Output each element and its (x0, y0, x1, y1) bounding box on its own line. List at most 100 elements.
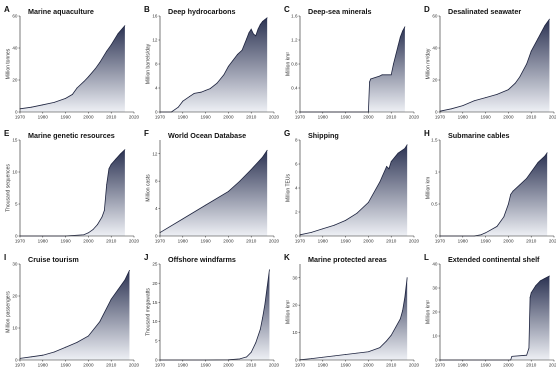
data-point (333, 224, 335, 226)
y-tick-label: 0.8 (291, 62, 298, 67)
data-point (508, 89, 509, 90)
data-point (129, 270, 130, 271)
panel-letter: B (144, 5, 150, 14)
data-point (205, 204, 207, 206)
data-point (537, 162, 539, 163)
data-point (402, 310, 403, 312)
x-tick-label: 1970 (155, 239, 166, 244)
data-point (94, 68, 96, 70)
data-point (404, 148, 406, 149)
panel-letter: L (424, 253, 429, 262)
data-point (65, 98, 66, 99)
panel-title: Extended continental shelf (448, 255, 540, 264)
data-point (404, 26, 406, 28)
data-point (485, 97, 486, 98)
y-tick-label: 30 (12, 262, 18, 267)
y-tick-label: 2 (295, 210, 298, 215)
y-tick-label: 20 (432, 78, 438, 83)
panel-title: Shipping (308, 131, 339, 140)
x-tick-label: 2010 (106, 115, 117, 120)
data-point (535, 285, 537, 286)
data-point (269, 269, 270, 271)
data-point (510, 194, 512, 195)
y-tick-label: 8 (155, 179, 158, 184)
x-tick-label: 1980 (458, 239, 469, 244)
x-tick-label: 1970 (295, 239, 306, 244)
y-tick-label: 60 (432, 14, 438, 19)
x-tick-label: 2000 (83, 115, 94, 120)
data-point (117, 33, 119, 34)
data-point (399, 318, 401, 320)
data-point (92, 229, 94, 231)
data-point (259, 24, 261, 25)
data-point (200, 91, 202, 93)
data-point (266, 286, 268, 288)
data-point (544, 155, 546, 157)
series-line (299, 144, 408, 236)
data-point (103, 210, 105, 211)
y-tick-label: 40 (432, 46, 438, 51)
x-tick-label: 1970 (15, 239, 26, 244)
data-point (262, 156, 263, 158)
y-tick-label: 30 (432, 286, 438, 291)
panel-title: Submarine cables (448, 131, 510, 140)
data-point (519, 76, 521, 78)
x-tick-label: 1970 (435, 239, 446, 244)
x-tick-label: 1970 (155, 115, 166, 120)
y-tick-label: 12 (152, 38, 158, 43)
data-point (53, 102, 55, 103)
data-point (124, 279, 126, 281)
x-tick-label: 2010 (386, 363, 397, 368)
data-point (31, 356, 32, 358)
data-point (546, 152, 548, 154)
y-tick-label: 60 (12, 14, 18, 19)
y-tick-label: 0 (435, 234, 438, 239)
y-tick-label: 4 (155, 206, 158, 211)
x-tick-label: 2020 (129, 363, 140, 368)
data-point (83, 81, 85, 82)
data-point (519, 184, 521, 186)
y-axis-title: Million km (426, 177, 432, 199)
y-tick-label: 15 (12, 138, 18, 143)
data-point (496, 226, 498, 227)
y-tick-label: 0 (15, 358, 18, 363)
y-tick-label: 1.6 (291, 14, 298, 19)
data-point (528, 347, 530, 349)
area-series (300, 277, 408, 360)
x-tick-label: 1970 (435, 115, 446, 120)
area-series (20, 149, 125, 236)
x-tick-label: 2010 (526, 363, 537, 368)
data-point (264, 19, 266, 20)
x-tick-label: 1980 (178, 239, 189, 244)
data-point (262, 317, 263, 319)
y-axis-title: Thousand megawatts (146, 288, 152, 336)
data-point (514, 82, 516, 84)
data-point (345, 220, 346, 221)
data-point (42, 354, 44, 356)
data-point (485, 232, 486, 234)
panel-l: L Extended continental shelf 0 10 20 30 40 1970… (424, 253, 556, 368)
y-tick-label: 20 (432, 310, 438, 315)
data-point (88, 335, 89, 337)
x-tick-label: 1990 (60, 239, 71, 244)
data-point (99, 321, 101, 322)
x-tick-label: 2010 (526, 115, 537, 120)
panel-title: Deep-sea minerals (308, 7, 372, 16)
data-point (451, 108, 452, 110)
area-series (160, 150, 268, 236)
data-point (110, 44, 112, 46)
x-tick-label: 1980 (318, 115, 329, 120)
x-tick-label: 2020 (409, 239, 420, 244)
data-point (31, 106, 32, 108)
panel-letter: D (424, 5, 430, 14)
panel-letter: A (4, 5, 10, 14)
x-tick-label: 2000 (503, 115, 514, 120)
x-tick-label: 2000 (363, 239, 374, 244)
panel-title: Cruise tourism (28, 255, 79, 264)
y-tick-label: 10 (292, 330, 298, 335)
data-point (76, 342, 78, 343)
x-tick-label: 2010 (106, 363, 117, 368)
data-point (266, 17, 268, 19)
data-point (101, 216, 103, 218)
data-point (110, 163, 112, 165)
